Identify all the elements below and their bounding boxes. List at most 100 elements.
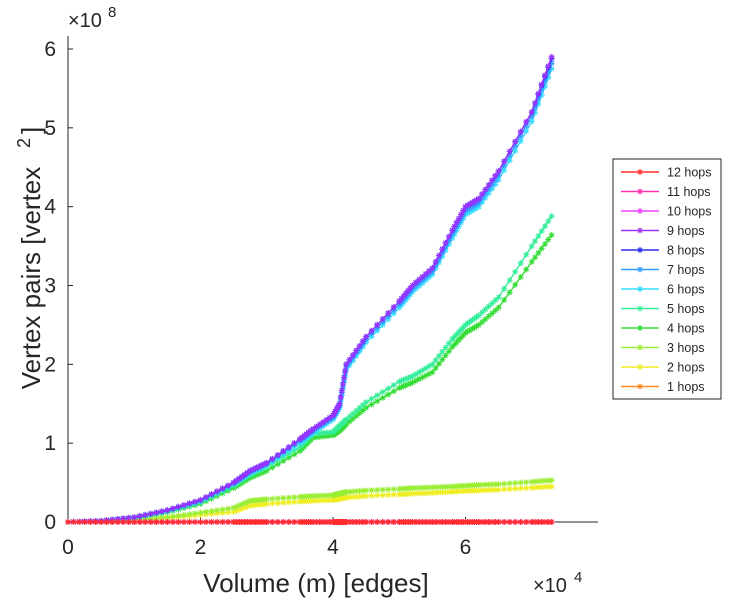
data-point: [419, 276, 426, 283]
data-point: [409, 519, 416, 525]
data-point: [426, 489, 433, 496]
data-point: [517, 128, 524, 135]
data-point: [475, 519, 482, 525]
legend-box: [612, 158, 722, 400]
data-point: [407, 288, 414, 295]
data-point: [353, 519, 360, 525]
data-point: [442, 243, 449, 250]
data-point: [363, 399, 370, 406]
data-point: [542, 77, 548, 84]
data-point: [405, 374, 412, 381]
data-point: [363, 487, 370, 494]
data-point: [310, 425, 317, 432]
data-point: [164, 507, 171, 514]
data-point: [346, 362, 353, 369]
data-point: [263, 459, 270, 466]
legend-entry: 10 hops: [621, 205, 711, 219]
data-point: [323, 429, 330, 436]
data-point: [280, 499, 287, 506]
data-point: [346, 494, 353, 501]
data-point: [492, 519, 499, 525]
y-axis-label: Vertex pairs [vertex 2 ]: [14, 127, 46, 390]
series-9-hops: [65, 53, 555, 525]
data-point: [455, 336, 462, 343]
data-point: [436, 352, 442, 359]
data-point: [548, 519, 555, 525]
data-point: [466, 208, 473, 215]
data-point: [310, 492, 317, 499]
data-point: [489, 177, 495, 184]
data-point: [469, 199, 476, 206]
data-point: [320, 433, 327, 440]
data-point: [252, 465, 259, 472]
data-point: [255, 471, 262, 478]
data-point: [409, 485, 416, 492]
legend-swatch-marker: [637, 286, 643, 292]
data-point: [330, 412, 336, 419]
data-point: [517, 485, 524, 492]
data-point: [396, 301, 403, 308]
data-point: [175, 503, 182, 510]
legend-entry: 11 hops: [621, 185, 711, 199]
data-point: [269, 455, 276, 462]
data-point: [412, 377, 419, 384]
data-point: [535, 233, 542, 240]
data-point: [512, 485, 519, 492]
data-point: [532, 238, 539, 245]
data-point: [495, 176, 502, 183]
data-point: [326, 429, 333, 436]
data-point: [482, 194, 489, 201]
data-point: [426, 370, 433, 377]
x-tick-label: 6: [460, 536, 472, 559]
data-point: [436, 255, 442, 262]
data-point: [473, 197, 480, 204]
data-point: [439, 348, 446, 355]
data-point: [169, 505, 176, 512]
data-point: [535, 519, 542, 525]
data-point: [385, 519, 392, 525]
series-12-hops: [65, 519, 555, 525]
data-point: [545, 68, 552, 75]
data-point: [236, 502, 243, 509]
data-point: [432, 258, 439, 265]
data-point: [263, 519, 270, 525]
data-point: [485, 190, 492, 197]
data-point: [379, 519, 386, 525]
data-point: [180, 519, 187, 525]
data-point: [548, 232, 555, 239]
data-point: [109, 519, 116, 525]
data-point: [426, 268, 433, 275]
data-point: [233, 503, 240, 510]
data-point: [545, 519, 552, 525]
data-point: [528, 484, 535, 491]
data-point: [451, 333, 458, 340]
data-point: [528, 519, 535, 525]
data-point: [291, 519, 298, 525]
data-point: [341, 374, 348, 381]
data-point: [517, 132, 524, 139]
data-point: [390, 307, 397, 314]
data-point: [147, 510, 154, 517]
data-point: [489, 181, 495, 188]
data-point: [214, 488, 221, 495]
data-point: [432, 365, 439, 372]
data-point: [523, 118, 530, 125]
data-point: [368, 519, 375, 525]
data-point: [535, 100, 542, 107]
legend-entry: 4 hops: [621, 322, 705, 336]
data-point: [482, 306, 489, 313]
data-point: [512, 268, 519, 275]
data-point: [359, 519, 366, 525]
data-point: [164, 519, 171, 525]
y-tick-label: 1: [44, 432, 56, 455]
data-point: [416, 519, 423, 525]
data-point: [87, 519, 94, 525]
data-point: [512, 519, 519, 525]
data-point: [385, 391, 392, 398]
data-point: [359, 338, 366, 345]
data-point: [353, 407, 360, 414]
data-point: [548, 60, 555, 67]
data-point: [374, 519, 381, 525]
data-point: [542, 223, 548, 230]
data-point: [402, 293, 409, 300]
